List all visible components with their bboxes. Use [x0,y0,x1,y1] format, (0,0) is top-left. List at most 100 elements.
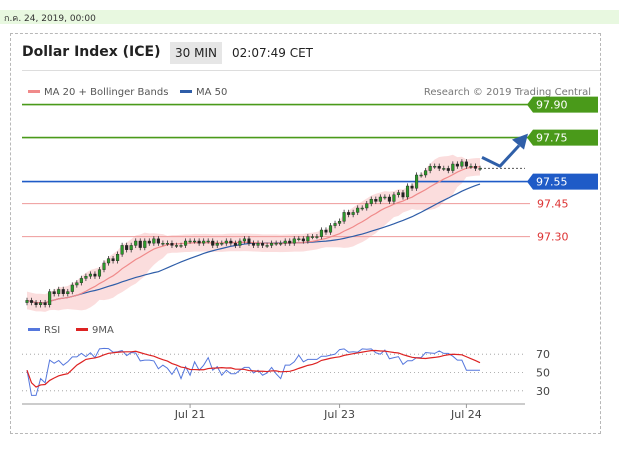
candle [229,238,233,246]
candle [188,238,192,244]
candle [256,240,260,249]
candle [184,238,188,249]
date-bar: ก.ค. 24, 2019, 00:00 [0,10,619,24]
candle [129,242,133,253]
support-resistance-levels [22,103,530,238]
candle [283,238,287,246]
candle [383,194,387,200]
rsi-ma-line [26,349,481,388]
candle [125,242,129,253]
candle [433,163,437,169]
candle [328,222,333,235]
candle [270,240,274,249]
candle [93,271,97,279]
candle [451,161,455,174]
candle [29,297,34,306]
candle [401,189,405,200]
candle [88,271,92,279]
candle [61,286,65,297]
candle [48,288,52,308]
candle [342,209,346,224]
candle [75,280,79,288]
candle [79,275,83,286]
candle [238,238,242,249]
candle [84,273,88,282]
ma20-legend-swatch [28,90,40,93]
chart-frame [10,33,601,434]
candle [378,194,382,205]
projection-arrowhead [512,133,528,150]
candle [478,165,482,172]
candle [473,163,478,172]
candle [292,236,296,246]
candle [174,242,179,249]
candle [102,260,106,273]
candle [265,242,269,249]
rsi-tick-label: 70 [536,348,550,361]
rsi-legend-swatch [28,328,40,331]
candle [52,288,56,297]
rsi-legend-label: RSI [44,325,60,336]
level-labels: 97.90 97.75 97.55 97.45 97.30 [527,96,598,244]
candle [233,240,237,249]
candle [460,159,464,169]
candle [396,189,401,198]
candle [120,242,124,257]
candle [134,238,138,249]
candle [97,266,102,279]
level-label-97.55: 97.55 [536,176,568,189]
candle [424,167,428,178]
ma50-legend-label: MA 50 [196,87,227,98]
candle [279,240,283,246]
rsi-line [26,347,480,396]
candle [369,196,373,207]
level-tag-97.90 [527,96,598,113]
candle [319,227,323,240]
candle [165,240,169,246]
candle [70,282,74,295]
bollinger-band-area [27,154,480,312]
level-label-97.75: 97.75 [536,132,568,145]
candle [116,251,120,264]
candle [338,218,342,227]
candle [446,165,450,174]
level-tag-97.75 [527,129,598,146]
candle [215,240,219,249]
rsi-tick-label: 30 [536,385,550,398]
timeframe-badge[interactable]: 30 MIN [170,42,222,64]
candle [297,236,301,242]
candle [415,172,419,191]
candle [224,238,228,246]
candle [419,172,423,178]
candle [152,236,156,246]
candle [57,286,61,297]
rsi-tick-label: 50 [536,367,550,380]
x-tick-label: Jul 24 [450,408,482,421]
candle [251,240,256,249]
candle [365,200,369,211]
bollinger-bands [27,154,480,312]
x-tick-label: Jul 21 [174,408,206,421]
candle [356,205,360,216]
candle [211,238,215,249]
candle [437,163,441,172]
candle [405,183,410,200]
candle [25,297,29,306]
x-axis: Jul 21 Jul 23 Jul 24 [174,404,482,421]
level-tag-97.55 [527,173,598,190]
candle [428,163,432,174]
candle [202,238,206,246]
level-label-97.90: 97.90 [536,99,568,112]
candle [261,240,265,249]
candle [43,299,47,308]
candle [106,255,111,266]
candle [247,236,251,246]
candle [315,233,319,240]
candle [138,238,142,251]
candle [469,163,473,169]
candle [301,236,305,244]
candle [351,209,355,218]
candle [242,236,246,244]
date-label: ก.ค. 24, 2019, 00:00 [4,14,96,24]
candle [392,192,396,205]
